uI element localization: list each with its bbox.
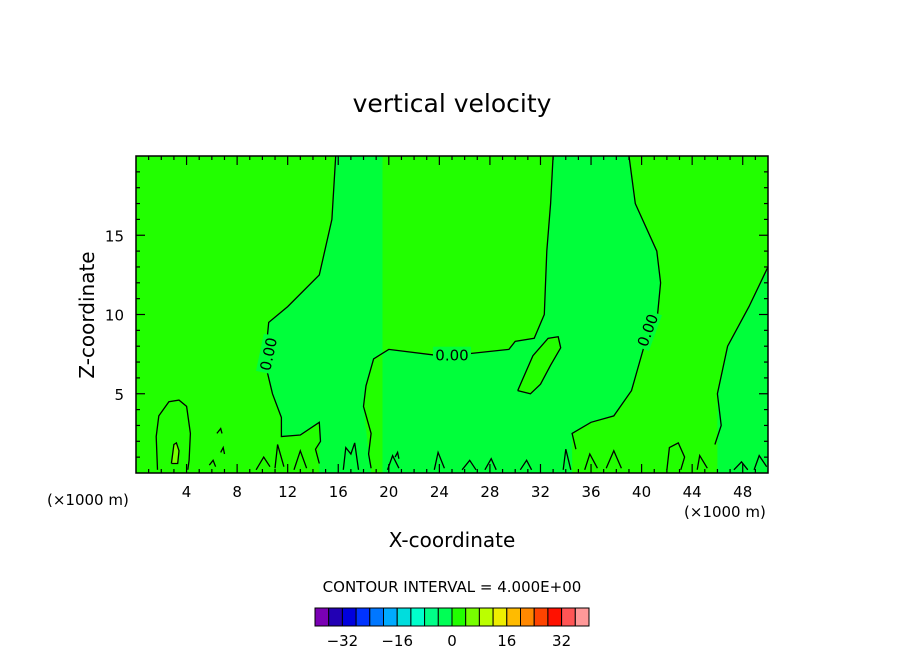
contour-line — [155, 399, 192, 470]
colorbar-swatch — [369, 607, 384, 627]
contour-line — [394, 450, 400, 459]
colorbar-swatch — [314, 607, 330, 627]
contour-line — [584, 452, 598, 470]
colorbar-swatch — [574, 607, 590, 627]
contour-line — [220, 445, 226, 455]
colorbar-swatch — [465, 607, 480, 627]
contour-line — [342, 442, 360, 470]
colorbar-tick-label: −16 — [381, 632, 413, 650]
x-tick-label: 24 — [430, 483, 449, 501]
contour-region-updraft-right — [572, 156, 768, 473]
contour-line — [293, 448, 308, 471]
x-tick-label: 40 — [632, 483, 651, 501]
colorbar-swatch — [506, 607, 521, 627]
contour-line — [562, 449, 572, 470]
contour-line — [733, 460, 749, 471]
contour-line — [519, 459, 533, 471]
contour-line — [170, 441, 180, 465]
y-tick-label: 10 — [105, 307, 124, 325]
contour-label: 0.00 — [433, 346, 471, 365]
x-tick-label: 16 — [329, 483, 348, 501]
x-unit-left: (×1000 m) — [47, 491, 129, 509]
contour-line — [605, 449, 622, 469]
colorbar-swatch — [383, 607, 398, 627]
colorbar-tick-label: 32 — [552, 632, 571, 650]
contour-line — [666, 442, 686, 470]
x-tick-label: 12 — [278, 483, 297, 501]
x-tick-label: 48 — [733, 483, 752, 501]
contour-line — [714, 266, 769, 445]
y-tick-label: 5 — [114, 386, 124, 404]
x-tick-label: 44 — [683, 483, 702, 501]
contour-line — [264, 155, 337, 464]
x-tick-label: 8 — [232, 483, 242, 501]
x-tick-label: 4 — [182, 483, 192, 501]
colorbar-swatch — [410, 607, 426, 627]
contour-region-updraft-blob — [517, 336, 561, 394]
colorbar-tick-label: 0 — [447, 632, 457, 650]
contour-line — [216, 427, 223, 434]
contour-line — [208, 459, 217, 467]
contour-line — [753, 454, 768, 471]
contour-line — [274, 444, 285, 469]
contour-line — [255, 455, 271, 471]
contour-label-text: 0.00 — [435, 347, 468, 365]
colorbar-swatch — [520, 607, 535, 627]
colorbar: −32 −16 0 16 32 — [314, 607, 590, 650]
plot-area: 0.00 0.000.00 — [136, 155, 769, 473]
contour-region-updraft-middle — [363, 156, 554, 473]
colorbar-swatch — [424, 607, 439, 627]
contour-line — [696, 453, 708, 470]
colorbar-swatch — [547, 607, 563, 627]
contour-line — [461, 459, 477, 471]
colorbar-swatch — [437, 607, 453, 627]
colorbar-swatch — [478, 607, 494, 627]
y-axis-label: Z-coordinate — [75, 251, 99, 378]
x-tick-label: 28 — [480, 483, 499, 501]
contour-line — [484, 457, 497, 471]
colorbar-swatch — [341, 607, 357, 627]
colorbar-swatch — [355, 607, 371, 627]
colorbar-swatch — [451, 607, 467, 627]
colorbar-tick-label: 16 — [497, 632, 516, 650]
y-tick-label: 15 — [105, 227, 124, 245]
contour-line — [517, 335, 562, 395]
x-tick-label: 20 — [379, 483, 398, 501]
contour-interval-text: CONTOUR INTERVAL = 4.000E+00 — [323, 578, 582, 596]
x-unit-right: (×1000 m) — [684, 503, 766, 521]
contour-region-core-small — [171, 442, 179, 464]
colorbar-tick-label: −32 — [327, 632, 359, 650]
colorbar-swatch — [492, 607, 508, 627]
x-tick-label: 32 — [531, 483, 550, 501]
x-tick-label: 36 — [581, 483, 600, 501]
colorbar-swatch — [533, 607, 549, 627]
contour-line — [433, 450, 446, 470]
colorbar-swatch — [328, 607, 343, 627]
colorbar-swatch — [396, 607, 412, 627]
chart-title: vertical velocity — [353, 89, 552, 118]
colorbar-swatch — [561, 607, 576, 627]
contour-region-updraft-left — [136, 156, 336, 473]
x-axis-label: X-coordinate — [389, 528, 516, 552]
